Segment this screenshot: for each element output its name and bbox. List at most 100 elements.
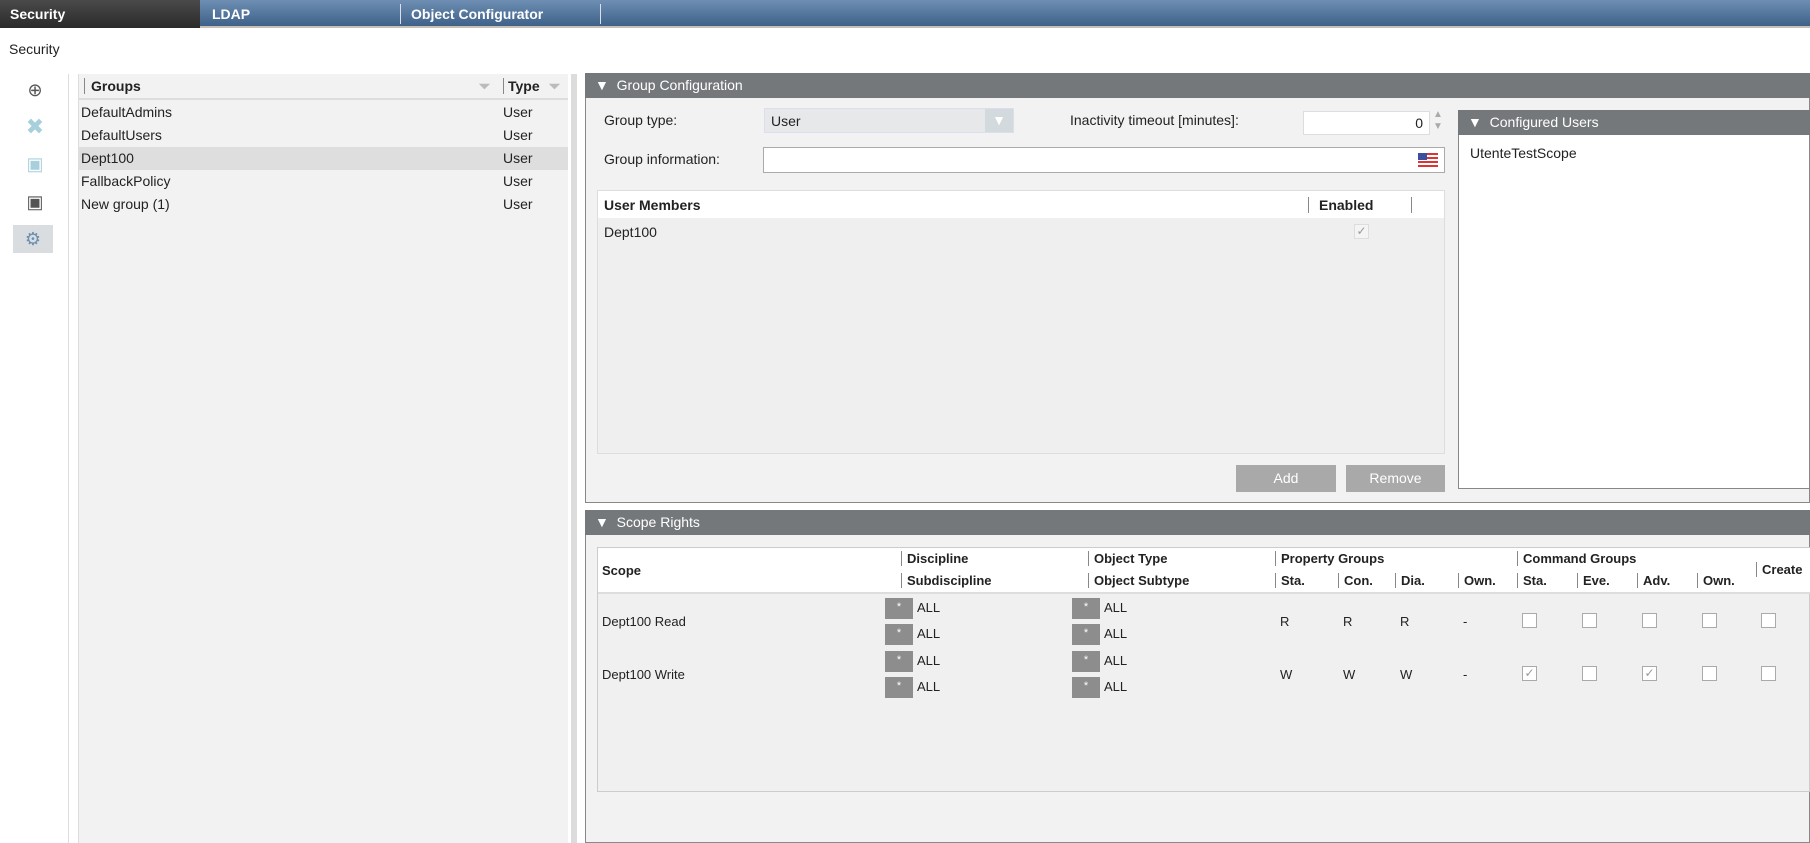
object-type-header[interactable]: Object Type (1088, 551, 1167, 566)
wildcard-button[interactable]: * (885, 598, 913, 619)
object-subtype-value: ALL (1104, 625, 1128, 641)
new-document-icon[interactable]: ⊕ (27, 79, 43, 100)
members-column-header[interactable]: User Members (604, 197, 701, 213)
subdiscipline-header[interactable]: Subdiscipline (901, 573, 992, 588)
configured-user-item[interactable]: UtenteTestScope (1470, 145, 1577, 161)
configured-users-header[interactable]: ▼ Configured Users (1458, 110, 1810, 135)
group-info-input[interactable] (763, 147, 1445, 173)
command-group-checkbox[interactable] (1702, 666, 1717, 681)
cg-adv-header[interactable]: Adv. (1637, 573, 1670, 588)
enabled-checkbox[interactable]: ✓ (1354, 224, 1369, 239)
object-type-cell[interactable]: * ALL (1072, 598, 1127, 619)
group-name: Dept100 (81, 150, 134, 166)
filter-icon[interactable]: ⏷ (549, 78, 561, 94)
table-row[interactable]: Dept100 Read * ALL * ALL * ALL * ALL R R R - (598, 596, 1810, 649)
list-item[interactable]: Dept100 User (79, 147, 568, 170)
delete-icon[interactable]: ✖ (25, 114, 45, 139)
group-config-header[interactable]: ▼ Group Configuration (585, 73, 1810, 98)
command-group-checkbox[interactable] (1582, 666, 1597, 681)
wildcard-button[interactable]: * (885, 677, 913, 698)
wildcard-button[interactable]: * (885, 651, 913, 672)
create-checkbox[interactable] (1761, 613, 1776, 628)
scope-header[interactable]: Scope (602, 563, 642, 578)
tab-divider (400, 4, 401, 24)
command-group-checkbox[interactable] (1582, 613, 1597, 628)
group-name: DefaultUsers (81, 127, 162, 143)
pg-sta-header[interactable]: Sta. (1275, 573, 1305, 588)
object-subtype-cell[interactable]: * ALL (1072, 677, 1127, 698)
table-row[interactable]: Dept100 Write * ALL * ALL * ALL * ALL W W W - ✓ ✓ (598, 649, 1810, 702)
cg-own-header[interactable]: Own. (1697, 573, 1735, 588)
scope-rights-header[interactable]: ▼ Scope Rights (585, 510, 1810, 535)
group-type-dropdown[interactable]: User ▼ (764, 108, 1014, 133)
tab-bar: Security LDAP Object Configurator (0, 0, 1810, 28)
save-as-icon[interactable]: ▣ (26, 191, 44, 212)
property-right: - (1463, 667, 1468, 682)
cg-eve-header[interactable]: Eve. (1577, 573, 1610, 588)
discipline-header[interactable]: Discipline (901, 551, 968, 566)
wildcard-button[interactable]: * (1072, 677, 1100, 698)
collapse-icon: ▼ (595, 77, 609, 93)
list-item[interactable]: New group (1) User (79, 193, 568, 216)
group-name: FallbackPolicy (81, 173, 171, 189)
subdiscipline-cell[interactable]: * ALL (885, 624, 940, 645)
object-subtype-header[interactable]: Object Subtype (1088, 573, 1189, 588)
tab-ldap[interactable]: LDAP (212, 6, 251, 22)
group-type: User (503, 104, 533, 120)
enabled-column-header[interactable]: Enabled (1308, 197, 1412, 213)
table-row[interactable]: Dept100 ✓ (598, 218, 1444, 246)
discipline-cell[interactable]: * ALL (885, 598, 940, 619)
group-name: New group (1) (81, 196, 170, 212)
scope-name: Dept100 Write (602, 667, 685, 682)
property-right: W (1280, 667, 1293, 682)
tab-security[interactable]: Security (0, 0, 200, 28)
wildcard-button[interactable]: * (1072, 598, 1100, 619)
us-flag-icon[interactable] (1418, 153, 1438, 167)
wildcard-button[interactable]: * (885, 624, 913, 645)
command-group-checkbox[interactable] (1522, 613, 1537, 628)
object-type-cell[interactable]: * ALL (1072, 651, 1127, 672)
command-group-checkbox[interactable]: ✓ (1642, 666, 1657, 681)
remove-button[interactable]: Remove (1346, 465, 1445, 492)
object-type-value: ALL (1104, 599, 1128, 615)
wildcard-button[interactable]: * (1072, 651, 1100, 672)
create-checkbox[interactable] (1761, 666, 1776, 681)
add-button[interactable]: Add (1236, 465, 1336, 492)
list-item[interactable]: DefaultAdmins User (79, 101, 568, 124)
subdiscipline-cell[interactable]: * ALL (885, 677, 940, 698)
object-subtype-cell[interactable]: * ALL (1072, 624, 1127, 645)
collapse-icon: ▼ (595, 514, 609, 530)
chevron-down-icon[interactable]: ▼ (985, 109, 1013, 132)
member-name: Dept100 (604, 224, 657, 240)
group-type-value: User (771, 113, 801, 129)
type-column-header[interactable]: Type (503, 78, 540, 94)
user-members-table: User Members Enabled Dept100 ✓ (597, 190, 1445, 454)
group-type-label: Group type: (604, 112, 678, 128)
collapse-icon: ▼ (1468, 114, 1482, 130)
configured-users-title: Configured Users (1489, 114, 1599, 130)
discipline-cell[interactable]: * ALL (885, 651, 940, 672)
wildcard-button[interactable]: * (1072, 624, 1100, 645)
scope-table-header: Scope Discipline Subdiscipline Object Ty… (598, 548, 1810, 594)
save-icon[interactable]: ▣ (26, 153, 44, 174)
inactivity-input[interactable]: 0 (1303, 111, 1430, 135)
pg-own-header[interactable]: Own. (1458, 573, 1496, 588)
spinner-icon[interactable]: ▲ ▼ (1433, 109, 1443, 132)
command-group-checkbox[interactable]: ✓ (1522, 666, 1537, 681)
tab-object-configurator[interactable]: Object Configurator (411, 6, 544, 22)
scope-name: Dept100 Read (602, 614, 686, 629)
filter-icon[interactable]: ⏷ (479, 78, 491, 94)
pg-dia-header[interactable]: Dia. (1395, 573, 1425, 588)
splitter[interactable] (571, 74, 577, 843)
object-subtype-value: ALL (1104, 678, 1128, 694)
pg-con-header[interactable]: Con. (1338, 573, 1373, 588)
cg-sta-header[interactable]: Sta. (1517, 573, 1547, 588)
folder-settings-icon[interactable]: ⚙ (13, 225, 53, 253)
command-group-checkbox[interactable] (1642, 613, 1657, 628)
list-item[interactable]: DefaultUsers User (79, 124, 568, 147)
command-group-checkbox[interactable] (1702, 613, 1717, 628)
groups-column-header[interactable]: Groups (84, 78, 141, 94)
object-type-value: ALL (1104, 652, 1128, 668)
list-item[interactable]: FallbackPolicy User (79, 170, 568, 193)
create-header[interactable]: Create (1756, 562, 1802, 577)
